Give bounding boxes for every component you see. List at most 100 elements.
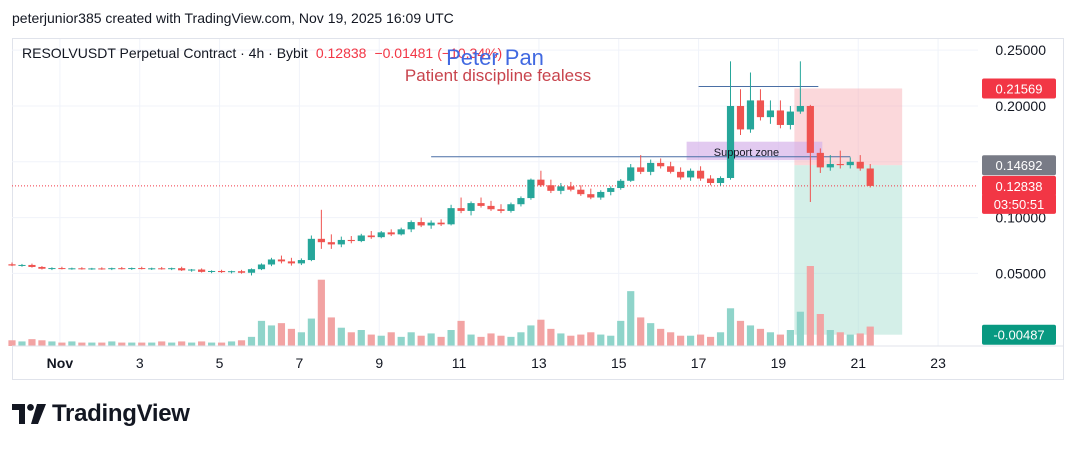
candle (776, 100, 785, 129)
volume-bar (447, 330, 455, 346)
candle (587, 188, 595, 200)
candle-body (726, 105, 735, 178)
candle-body (8, 264, 16, 266)
candle (677, 167, 685, 180)
volume-bar (507, 336, 515, 346)
entry-price-label-bg (982, 155, 1056, 176)
candle (178, 266, 186, 271)
candle-body (267, 259, 276, 265)
candle (657, 158, 665, 169)
candle (607, 186, 615, 196)
candle-body (427, 222, 435, 226)
candle-body (277, 259, 286, 262)
support-zone-rect (686, 141, 823, 161)
volume-bar (856, 333, 864, 346)
candle (367, 231, 375, 239)
volume-bar (716, 332, 725, 346)
candle-body (796, 105, 804, 112)
candle (48, 267, 56, 271)
y-tick-label: 0.05000 (995, 265, 1046, 281)
volume-bar (347, 332, 355, 346)
candle (816, 148, 824, 173)
volume-bar (277, 323, 286, 346)
candle (38, 266, 46, 270)
volume-bar (128, 342, 136, 346)
candle-body (257, 264, 266, 270)
candle-body (507, 204, 515, 211)
candle (547, 179, 555, 194)
volume-bar (327, 317, 335, 346)
volume-bar (587, 332, 595, 346)
volume-bar (88, 342, 96, 346)
candle (257, 263, 266, 271)
volume-bar (457, 320, 465, 346)
candle (637, 155, 645, 175)
volume-bar (48, 341, 56, 346)
candle (716, 176, 725, 186)
candle (826, 155, 834, 171)
candle-body (537, 179, 545, 186)
volume-bar (217, 342, 226, 346)
volume-bar (168, 342, 176, 346)
candle (537, 170, 545, 187)
chart-overlays: Support zone (714, 147, 779, 159)
candle (277, 255, 286, 264)
volume-bar (58, 342, 66, 346)
candle-body (148, 268, 156, 270)
volume-bar (188, 342, 196, 346)
target-price-label-bg (982, 324, 1056, 345)
volume-bar (68, 341, 76, 346)
candle-body (806, 105, 814, 153)
candle-body (846, 161, 854, 166)
symbol-legend[interactable]: RESOLVUSDT Perpetual Contract · 4h · Byb… (22, 45, 308, 61)
candle-body (377, 232, 385, 238)
candle (287, 257, 296, 266)
candle (487, 200, 495, 211)
candle (766, 100, 775, 124)
volume-bar (786, 330, 794, 346)
volume-bar (487, 333, 495, 346)
volume-bar (467, 334, 475, 346)
candle (836, 150, 844, 169)
countdown-label-text: 03:50:51 (994, 197, 1045, 212)
stop-price-label: 0.21569 (982, 78, 1056, 99)
target-price-label: -0.00487 (982, 324, 1056, 345)
volume-bar (756, 328, 765, 346)
candle (217, 269, 226, 273)
candle-body (836, 164, 844, 166)
candle-body (577, 189, 585, 195)
candle-body (527, 179, 535, 199)
candle (28, 263, 36, 268)
volume-bar (227, 341, 236, 346)
candle (447, 204, 455, 226)
volume-bar (846, 334, 854, 346)
candle (138, 266, 146, 270)
candle-body (417, 222, 425, 226)
candle (18, 263, 26, 267)
y-tick-label: 0.20000 (995, 98, 1046, 114)
candle (88, 267, 96, 270)
candle-body (786, 111, 794, 125)
candle-body (667, 166, 675, 172)
candle (8, 262, 16, 267)
x-tick-label: 7 (296, 355, 304, 371)
volume-bar (148, 342, 156, 346)
candle-body (38, 266, 46, 269)
volume-bar (557, 333, 565, 346)
candle-body (736, 105, 745, 130)
x-tick-label: 21 (850, 355, 866, 371)
volume-bar (677, 335, 685, 346)
candle (756, 89, 765, 121)
volume-bar (607, 335, 615, 346)
tradingview-logo[interactable]: TradingView (12, 400, 190, 428)
countdown-label: 03:50:51 (982, 193, 1056, 214)
candle-body (48, 268, 56, 270)
x-tick-label: 9 (375, 355, 383, 371)
candle (267, 257, 276, 267)
candle (237, 269, 246, 274)
candle-body (128, 268, 136, 270)
candle (337, 236, 345, 248)
candle (557, 183, 565, 195)
volume-bar (816, 314, 824, 346)
